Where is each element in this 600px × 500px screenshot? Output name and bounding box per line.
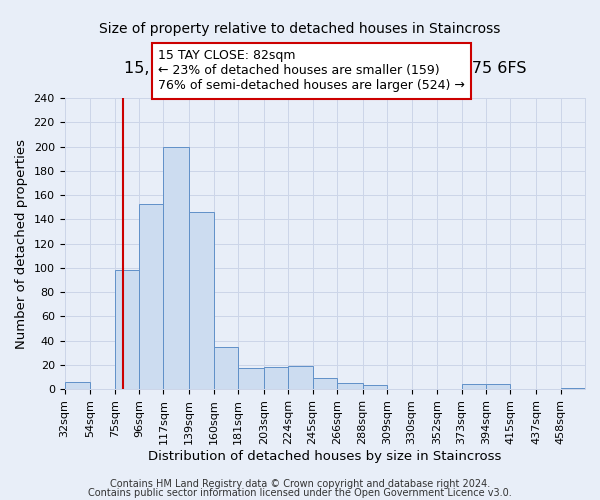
X-axis label: Distribution of detached houses by size in Staincross: Distribution of detached houses by size … [148,450,502,462]
Bar [163,146,189,389]
Text: Contains HM Land Registry data © Crown copyright and database right 2024.: Contains HM Land Registry data © Crown c… [110,479,490,489]
Bar [486,384,511,389]
Bar [115,270,139,389]
Bar [238,368,263,389]
Bar [362,386,387,389]
Bar [461,384,486,389]
Bar [263,368,288,389]
Text: Size of property relative to detached houses in Staincross: Size of property relative to detached ho… [100,22,500,36]
Bar [139,204,163,389]
Text: Contains public sector information licensed under the Open Government Licence v3: Contains public sector information licen… [88,488,512,498]
Bar [560,388,585,389]
Title: 15, TAY CLOSE, MAPPLEWELL, BARNSLEY, S75 6FS: 15, TAY CLOSE, MAPPLEWELL, BARNSLEY, S75… [124,61,526,76]
Bar [65,382,90,389]
Text: 15 TAY CLOSE: 82sqm
← 23% of detached houses are smaller (159)
76% of semi-detac: 15 TAY CLOSE: 82sqm ← 23% of detached ho… [158,50,465,92]
Bar [189,212,214,389]
Bar [337,383,362,389]
Bar [288,366,313,389]
Bar [214,346,238,389]
Bar [313,378,337,389]
Y-axis label: Number of detached properties: Number of detached properties [15,138,28,348]
